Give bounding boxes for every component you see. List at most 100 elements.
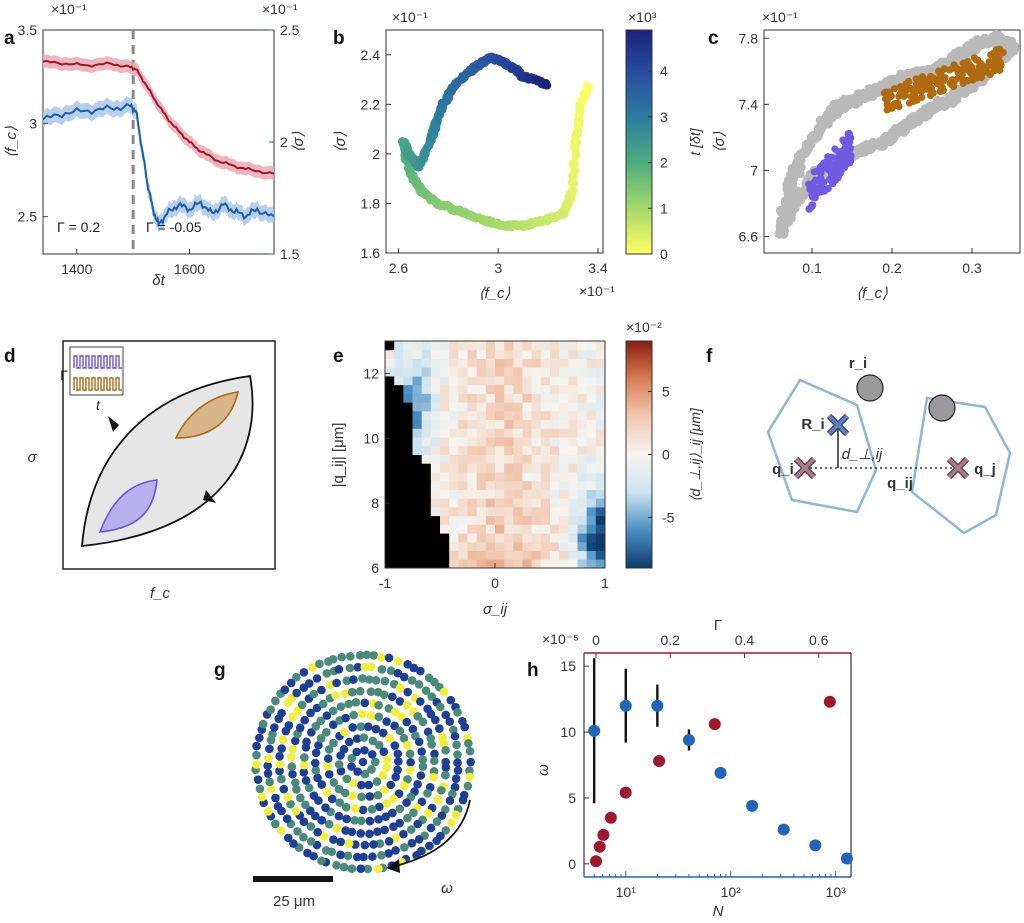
heatmap-cell <box>531 454 542 464</box>
heatmap-cell <box>504 550 514 560</box>
heatmap-cell <box>467 506 478 517</box>
heatmap-cell <box>568 550 578 560</box>
particle <box>390 707 400 717</box>
particle <box>380 825 389 835</box>
heatmap-cell <box>421 393 432 403</box>
heatmap-cell <box>430 559 441 569</box>
heatmap-cell <box>577 375 588 386</box>
y-tick-label: 7.8 <box>739 30 759 46</box>
heatmap-cell <box>586 489 597 499</box>
particle <box>312 703 322 713</box>
heatmap-cell <box>467 498 478 508</box>
heatmap-cell <box>430 515 441 525</box>
particle <box>416 666 425 676</box>
heatmap-cell <box>531 541 542 552</box>
heatmap-cell <box>540 445 551 455</box>
particle <box>375 802 384 812</box>
colorbar-label: ⟨d_⊥,ij⟩_ij [μm] <box>687 407 703 502</box>
particle <box>317 780 327 789</box>
heatmap-cell <box>458 384 468 394</box>
particle <box>339 862 349 872</box>
y-axis-label: σ <box>27 449 37 466</box>
particle <box>413 780 422 789</box>
heatmap-cell <box>430 410 441 421</box>
heatmap-cell <box>550 498 560 508</box>
heatmap-cell <box>595 463 606 473</box>
heatmap-cell <box>586 541 597 552</box>
heatmap-cell <box>458 393 468 403</box>
heatmap-cell <box>495 437 505 447</box>
label-q-j: q_j <box>974 461 996 478</box>
heatmap-cell <box>559 375 569 386</box>
heatmap-cell <box>504 437 514 447</box>
right-multiplier: ×10⁻¹ <box>262 1 298 17</box>
particle <box>371 724 381 734</box>
particle <box>367 765 376 774</box>
particle <box>342 676 352 686</box>
y-tick-label-left: 3 <box>29 115 37 131</box>
heatmap-cell <box>540 515 551 525</box>
y-tick-label: 10 <box>363 430 379 446</box>
heatmap-cell <box>430 445 441 455</box>
heatmap-cell <box>504 341 514 351</box>
particle <box>464 739 473 748</box>
particle <box>465 746 475 756</box>
heatmap-cell <box>577 454 588 464</box>
heatmap-cell <box>595 498 606 508</box>
orange-cluster-point <box>978 61 986 69</box>
heatmap-cell <box>440 349 450 359</box>
heatmap-cell <box>595 384 606 394</box>
heatmap-cell <box>412 437 423 447</box>
heatmap-cell <box>440 506 450 517</box>
panel-label-a: a <box>4 28 15 49</box>
particle <box>386 780 396 790</box>
particle <box>378 771 388 780</box>
particle <box>379 690 389 700</box>
heatmap-cell <box>394 402 404 412</box>
blue-data-point <box>588 724 601 737</box>
particle <box>342 774 352 784</box>
heatmap-cell <box>394 437 404 447</box>
heatmap-cell <box>440 515 450 525</box>
particle <box>340 788 350 798</box>
annotation-gamma-right: Γ = -0.05 <box>146 219 202 235</box>
blue-data-point <box>840 852 853 865</box>
heatmap-cell <box>421 428 432 438</box>
heatmap-cell <box>385 454 395 464</box>
heatmap-cell <box>421 349 432 359</box>
heatmap-cell <box>430 402 441 412</box>
heatmap-cell <box>513 454 523 464</box>
particle <box>337 652 347 662</box>
heatmap-cell <box>458 463 468 473</box>
heatmap-cell <box>568 445 578 455</box>
heatmap-cell <box>394 541 404 552</box>
heatmap-cell <box>467 419 478 429</box>
heatmap-cell <box>540 559 551 569</box>
heatmap-cell <box>394 349 404 359</box>
particle <box>421 686 431 695</box>
heatmap-cell <box>504 533 514 543</box>
heatmap-cell <box>513 506 523 517</box>
y-tick-label-left: 3.5 <box>18 22 38 38</box>
heatmap-cell <box>476 463 487 473</box>
cross-q-j-icon <box>947 457 969 479</box>
heatmap-cell <box>458 367 468 377</box>
heatmap-cell <box>531 358 542 368</box>
y-multiplier: ×10⁻⁵ <box>542 631 579 647</box>
heatmap-cell <box>430 428 441 438</box>
heatmap-cell <box>412 402 423 412</box>
heatmap-cell <box>412 428 423 438</box>
heatmap-cell <box>421 498 432 508</box>
heatmap-cell <box>403 524 413 534</box>
heatmap-cell <box>586 550 597 560</box>
particle <box>336 837 345 847</box>
particle <box>395 804 405 814</box>
heatmap-cell <box>559 428 569 438</box>
x-axis-label: ⟨f_c⟩ <box>856 285 888 302</box>
particle <box>327 794 337 804</box>
particle <box>388 808 397 818</box>
heatmap-cell <box>559 541 569 552</box>
heatmap-cell <box>440 480 450 490</box>
heatmap-cell <box>513 402 523 412</box>
orange-cluster-point <box>985 58 993 66</box>
